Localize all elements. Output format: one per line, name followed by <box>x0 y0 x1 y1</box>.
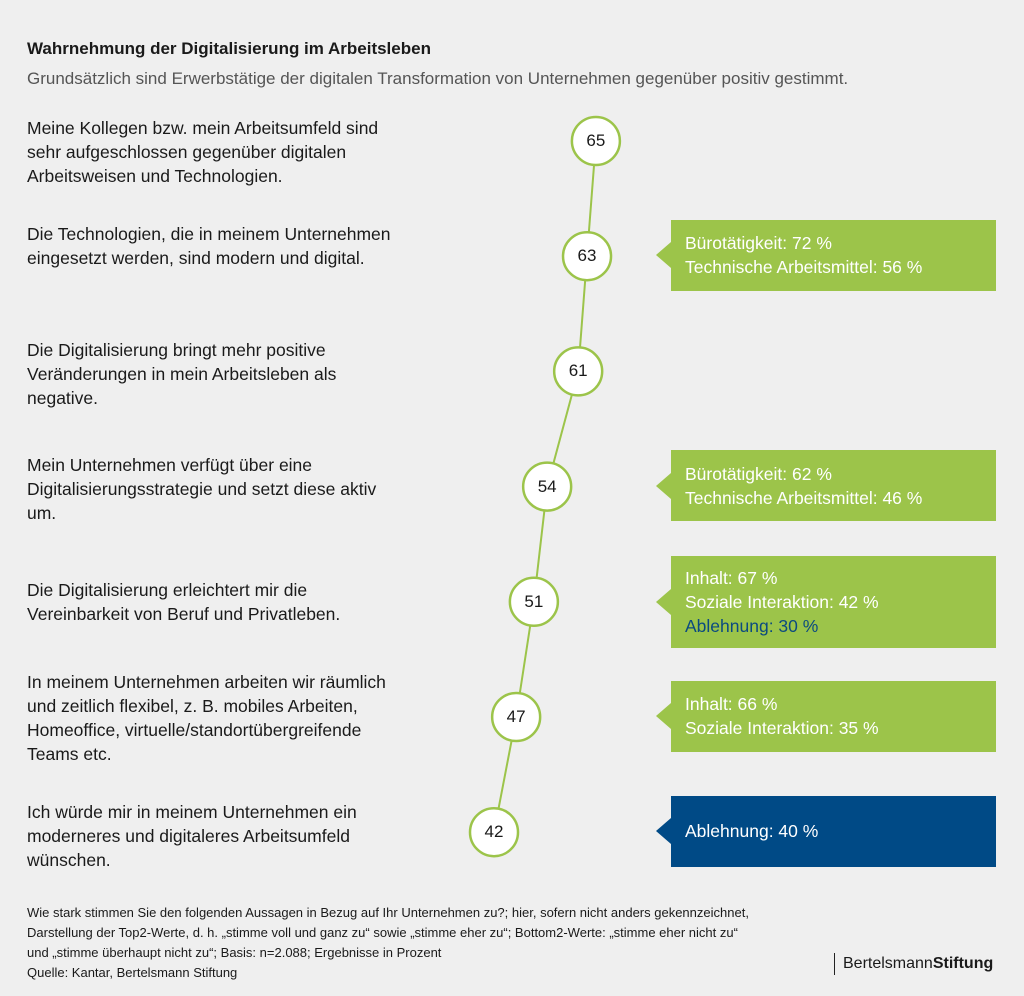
value-label: 63 <box>577 246 597 266</box>
logo-part1: Bertelsmann <box>843 955 933 972</box>
value-label: 42 <box>484 822 504 842</box>
value-label: 61 <box>568 361 588 381</box>
footnote: Wie stark stimmen Sie den folgenden Auss… <box>27 903 817 983</box>
bertelsmann-stiftung-logo: BertelsmannStiftung <box>834 953 993 975</box>
callout-line: Inhalt: 67 % <box>685 567 778 588</box>
footnote-line: Darstellung der Top2-Werte, d. h. „stimm… <box>27 925 738 940</box>
chart-title: Wahrnehmung der Digitalisierung im Arbei… <box>27 39 431 58</box>
chart-subtitle: Grundsätzlich sind Erwerbstätige der dig… <box>27 69 849 88</box>
callout-line: Technische Arbeitsmittel: 56 % <box>685 257 923 278</box>
statement-label: In meinem Unternehmen arbeiten wir räuml… <box>27 672 386 764</box>
callout-box: Bürotätigkeit: 62 % Technische Arbeitsmit… <box>656 450 996 522</box>
value-circle <box>552 346 604 397</box>
callout-line: Bürotätigkeit: 72 % <box>685 233 832 254</box>
source-line: Quelle: Kantar, Bertelsmann Stiftung <box>27 965 238 980</box>
value-label: 47 <box>506 707 526 726</box>
value-circle <box>468 806 520 858</box>
callout-line: Inhalt: 66 % <box>685 694 778 714</box>
callout-line: Ablehnung: 30 % <box>685 615 819 636</box>
callout-line: Bürotätigkeit: 62 % <box>685 463 832 484</box>
logo-part2: Stiftung <box>932 955 994 972</box>
footnote-line: und „stimme überhaupt nicht zu“; Basis: … <box>27 945 442 960</box>
value-circle <box>521 461 573 512</box>
value-circle <box>561 230 613 282</box>
value-label: 65 <box>586 131 606 150</box>
value-label: 54 <box>537 476 557 496</box>
callout-line: Ablehnung: 40 % <box>685 821 819 842</box>
value-circle <box>508 576 560 628</box>
callout-line: Soziale Interaktion: 42 % <box>685 591 879 612</box>
value-circle <box>490 691 542 743</box>
statement-label: Mein Unternehmen verfügt über eine Digit… <box>27 455 377 523</box>
callout-box: Inhalt: 67 % Soziale Interaktion: 42 % Abl… <box>656 555 996 648</box>
statement-label: Meine Kollegen bzw. mein Arbeitsumfeld s… <box>27 118 379 186</box>
callout-line: Technische Arbeitsmittel: 46 % <box>685 487 923 508</box>
value-label: 51 <box>524 591 544 611</box>
statement-label: Die Digitalisierung erleichtert mir die … <box>27 580 341 624</box>
callout-box: Inhalt: 66 % Soziale Interaktion: 35 % <box>656 680 996 752</box>
statement-label: Die Digitalisierung bringt mehr positive… <box>27 340 337 408</box>
callout-line: Soziale Interaktion: 35 % <box>685 718 879 738</box>
footnote-line: Wie stark stimmen Sie den folgenden Auss… <box>27 905 749 920</box>
value-circle <box>570 115 622 167</box>
statement-label: Ich würde mir in meinem Unternehmen ein … <box>27 802 357 870</box>
callout-box: Bürotätigkeit: 72 % Technische Arbeitsmit… <box>656 219 996 291</box>
callout-box: Ablehnung: 40 % <box>656 795 996 867</box>
statement-label: Die Technologien, die in meinem Unterneh… <box>27 224 391 268</box>
